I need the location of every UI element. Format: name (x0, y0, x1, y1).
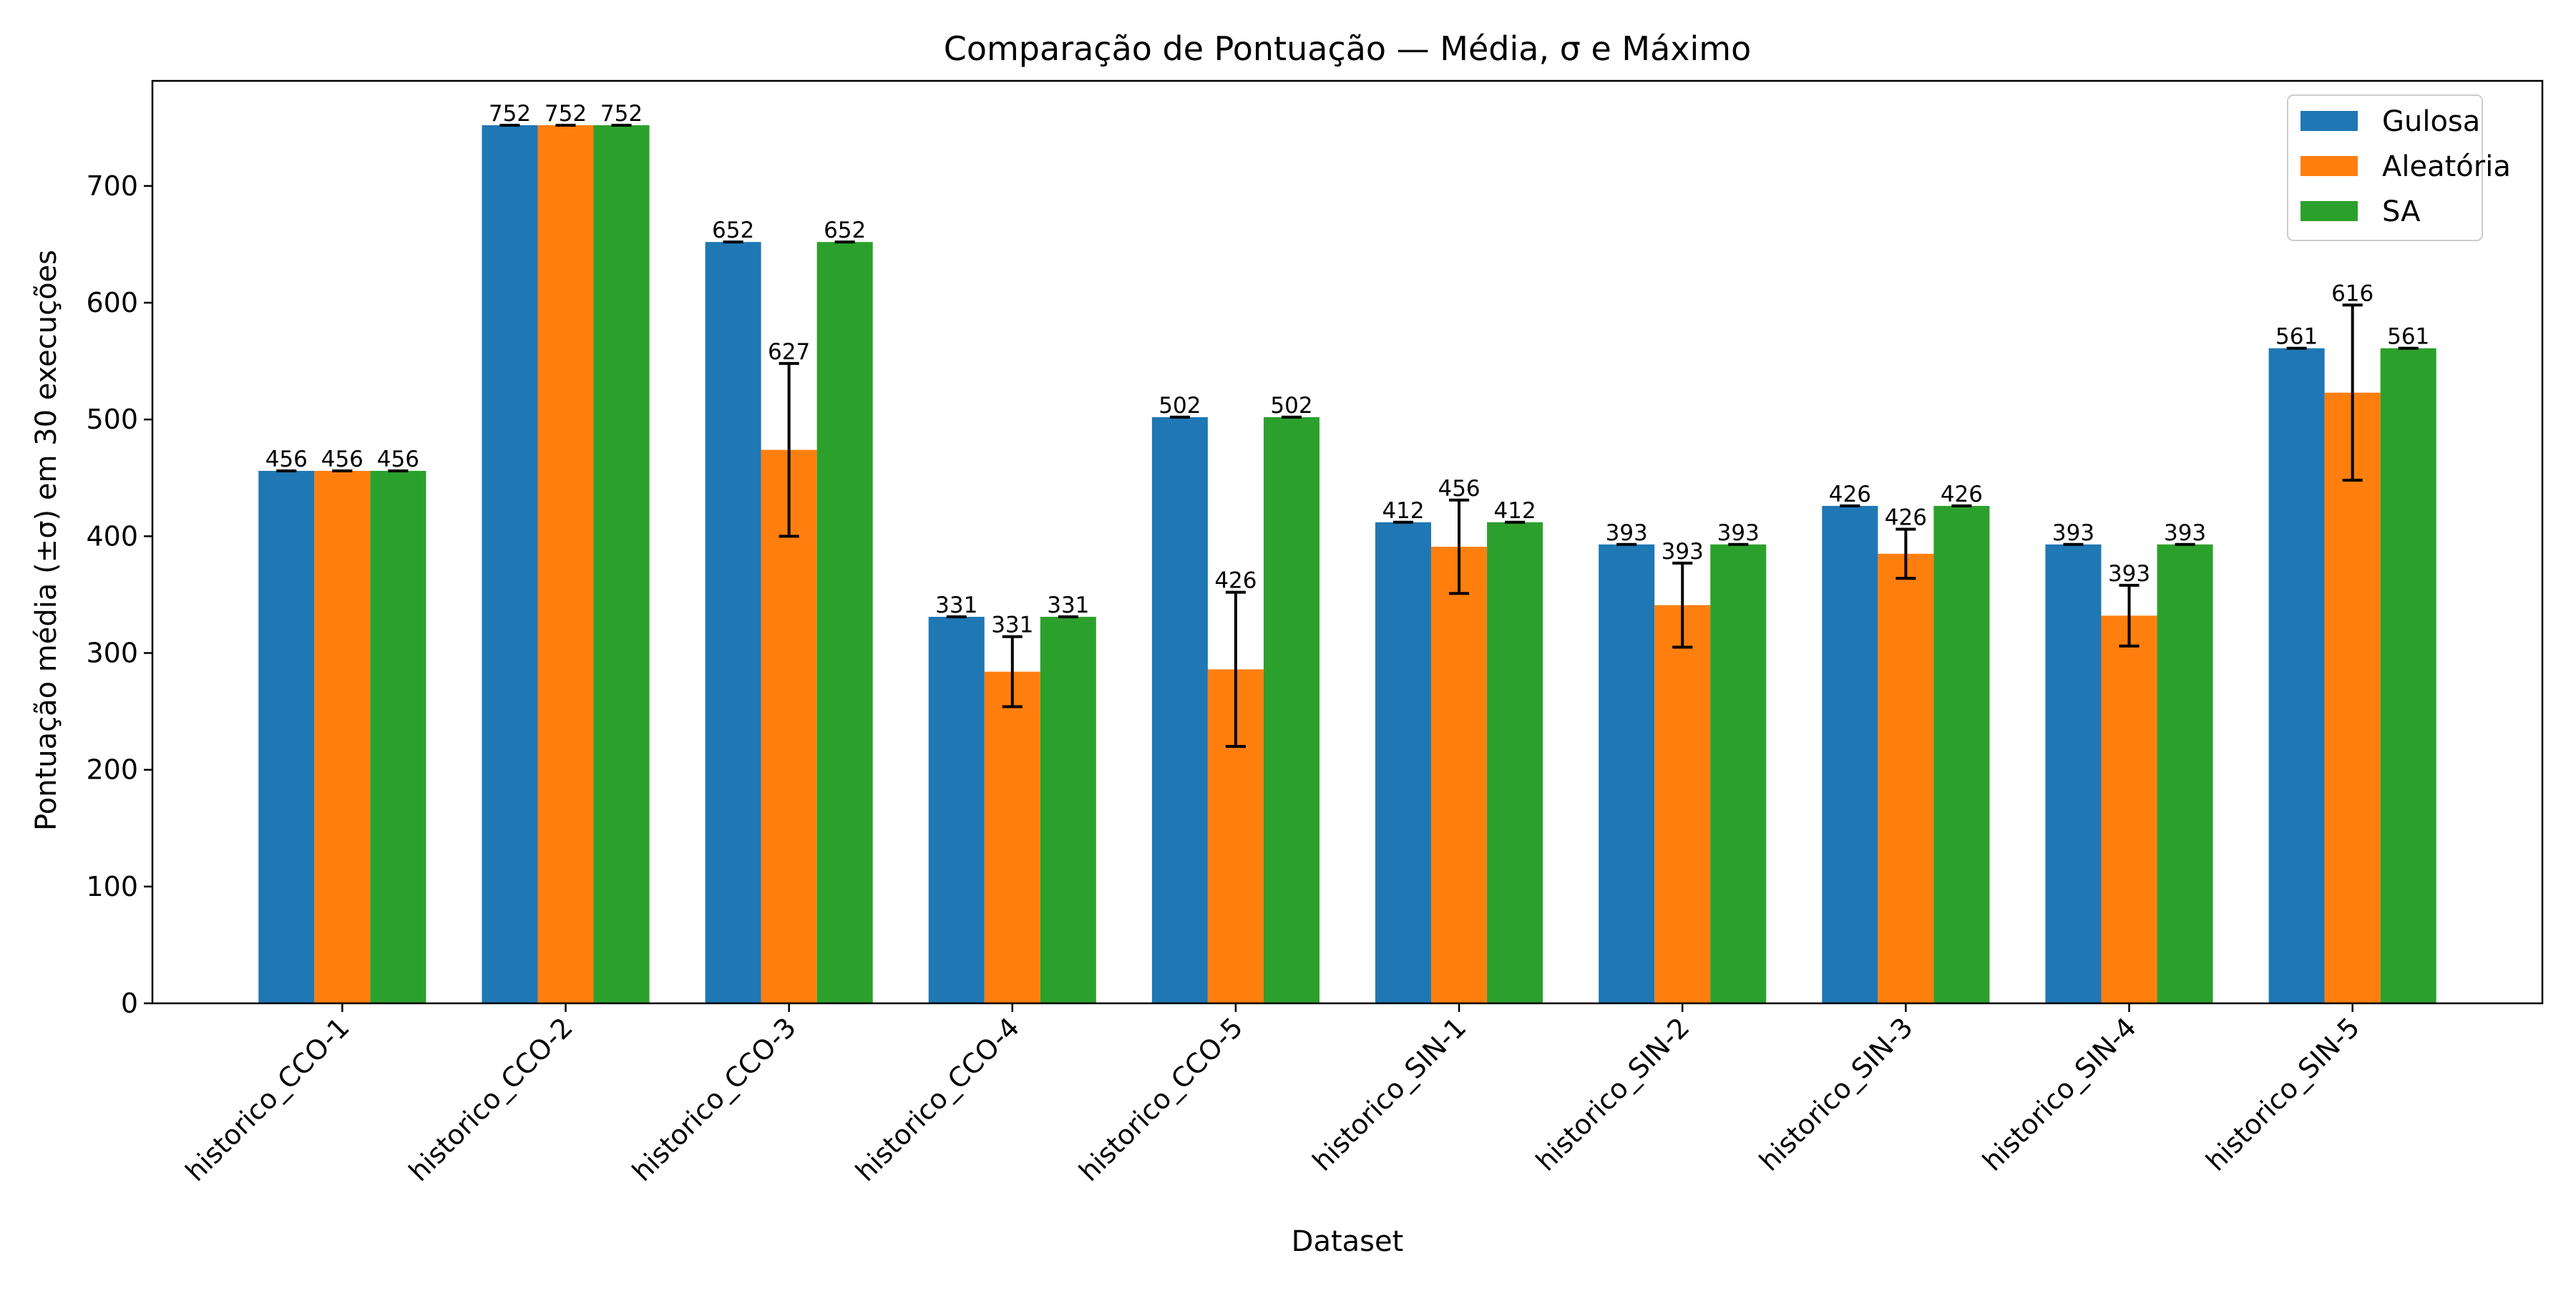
legend-label: SA (2382, 195, 2421, 228)
bar (1487, 522, 1543, 1003)
legend-label: Gulosa (2382, 105, 2480, 138)
bar (370, 470, 426, 1003)
bar (2045, 544, 2102, 1003)
x-axis-label: Dataset (1292, 1225, 1404, 1258)
bar (593, 125, 650, 1003)
max-value-label: 752 (545, 101, 587, 127)
max-value-label: 426 (1941, 482, 1983, 507)
bar (537, 125, 594, 1003)
max-value-label: 393 (1606, 520, 1648, 546)
bar (1710, 544, 1767, 1003)
y-tick-label: 200 (86, 754, 138, 786)
bar (1431, 547, 1488, 1003)
bar (1599, 544, 1655, 1003)
bar (1151, 416, 1208, 1003)
y-axis-label: Pontuação média (±σ) em 30 execuções (30, 250, 63, 831)
bars (258, 125, 2436, 1003)
max-value-label: 393 (1662, 539, 1704, 565)
bar (984, 671, 1040, 1003)
max-value-label: 561 (2275, 324, 2318, 350)
bar (761, 449, 817, 1003)
max-value-label: 456 (1438, 476, 1480, 502)
bar (314, 470, 371, 1003)
bar (2380, 348, 2436, 1003)
max-value-label: 331 (991, 613, 1033, 638)
y-tick-label: 0 (121, 988, 138, 1019)
max-value-label: 331 (1047, 593, 1089, 618)
bar (2101, 615, 2157, 1003)
max-value-label: 393 (2108, 561, 2150, 587)
legend-swatch (2301, 111, 2358, 131)
error-bars (276, 124, 2419, 749)
max-value-label: 412 (1494, 498, 1536, 524)
bar (1878, 553, 1934, 1003)
y-tick-label: 400 (86, 520, 138, 552)
y-axis: 0 100 200 300 400 500 600 700 (86, 170, 152, 1019)
legend-label: Aleatória (2382, 150, 2511, 183)
max-value-label: 426 (1829, 482, 1871, 507)
bar (2268, 348, 2325, 1003)
max-value-label: 616 (2331, 281, 2373, 306)
max-value-label: 393 (1717, 520, 1760, 546)
bar (1822, 505, 1878, 1003)
bar (258, 470, 315, 1003)
y-tick-label: 300 (86, 638, 138, 669)
bar (2324, 392, 2381, 1003)
y-tick-label: 600 (86, 287, 138, 318)
max-value-label: 752 (489, 101, 531, 127)
plot-frame (151, 79, 2544, 1005)
max-value-label: 456 (321, 447, 364, 472)
chart-title: Comparação de Pontuação — Média, σ e Máx… (944, 29, 1752, 68)
max-value-label: 412 (1382, 498, 1424, 524)
bar (705, 242, 761, 1003)
y-tick-label: 100 (86, 871, 138, 902)
legend-swatch (2301, 156, 2358, 176)
bar (1263, 416, 1319, 1003)
value-labels: 456 456 456 752 752 752 652 627 652 331 331 331 502 4… (265, 101, 2430, 638)
max-value-label: 331 (935, 593, 977, 618)
bar (1933, 505, 1990, 1003)
max-value-label: 456 (265, 447, 308, 472)
y-tick-label: 500 (86, 404, 138, 435)
max-value-label: 393 (2052, 520, 2094, 546)
max-value-label: 652 (712, 218, 754, 243)
max-value-label: 502 (1158, 393, 1201, 419)
bar (1375, 522, 1432, 1003)
max-value-label: 426 (1885, 505, 1927, 531)
bar (482, 125, 538, 1003)
legend-swatch (2301, 201, 2358, 221)
bar (2157, 544, 2213, 1003)
y-tick-label: 700 (86, 170, 138, 202)
max-value-label: 561 (2387, 324, 2429, 350)
bar (928, 616, 985, 1003)
max-value-label: 456 (377, 447, 419, 472)
max-value-label: 393 (2164, 520, 2206, 546)
max-value-label: 502 (1270, 393, 1312, 419)
bar (816, 242, 873, 1003)
max-value-label: 627 (768, 339, 810, 365)
bar (1040, 616, 1096, 1003)
max-value-label: 426 (1214, 568, 1257, 594)
max-value-label: 752 (600, 101, 643, 127)
legend: Gulosa Aleatória SA (2287, 94, 2511, 241)
max-value-label: 652 (824, 218, 866, 243)
bar (1654, 605, 1711, 1003)
